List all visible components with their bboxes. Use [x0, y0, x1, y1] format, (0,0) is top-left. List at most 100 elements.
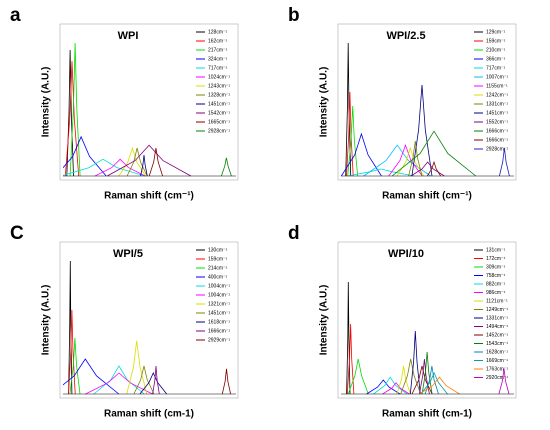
- legend-label: 1494cm⁻¹: [486, 324, 508, 330]
- legend-label: 1543cm⁻¹: [486, 341, 508, 347]
- legend-label: 882cm⁻¹: [486, 281, 506, 287]
- legend-label: 131cm⁻¹: [486, 247, 506, 253]
- panel-title: WPI/5: [113, 248, 143, 260]
- spectrum-line: [419, 376, 460, 395]
- spectrum-line: [396, 365, 411, 395]
- legend-label: 1451cm⁻¹: [208, 101, 230, 107]
- panel: C WPI/5 Intensity (A.U.) Raman shift (cm-1)…: [10, 223, 239, 420]
- x-axis-label: Raman shift (cm-1): [382, 409, 472, 420]
- x-axis-label: Raman shift (cm⁻¹): [104, 191, 194, 202]
- legend-label: 1331cm⁻¹: [486, 101, 508, 107]
- y-axis-label: Intensity (A.U.): [319, 285, 330, 356]
- legend-label: 172cm⁻¹: [486, 256, 506, 262]
- legend-label: 1007cm⁻¹: [486, 74, 508, 80]
- legend-label: 717cm⁻¹: [208, 65, 228, 71]
- spectrum-line: [396, 146, 425, 177]
- y-axis-label: Intensity (A.U.): [41, 67, 52, 138]
- panel: b WPI/2.5 Intensity (A.U.) Raman shift (cm⁻…: [288, 5, 517, 202]
- spectrum-line: [140, 154, 148, 177]
- spectrum-line: [424, 365, 439, 395]
- legend-label: 1121cm⁻¹: [486, 298, 508, 304]
- legend-label: 400cm⁻¹: [208, 274, 228, 280]
- legend-label: 1666cm⁻¹: [208, 328, 230, 334]
- panel-title: WPI/2.5: [386, 30, 425, 42]
- legend-label: 1155cm⁻¹: [486, 83, 508, 89]
- legend-label: 159cm⁻¹: [486, 38, 506, 44]
- spectrum-line: [94, 158, 146, 177]
- legend-label: 986cm⁻¹: [486, 290, 506, 296]
- legend-label: 2928cm⁻¹: [486, 146, 508, 152]
- panel-label: a: [10, 5, 21, 26]
- legend-label: 1004cm⁻¹: [208, 283, 230, 289]
- plot-frame: [59, 23, 239, 181]
- legend-label: 1618cm⁻¹: [208, 319, 230, 325]
- legend-label: 366cm⁻¹: [486, 56, 506, 62]
- legend-label: 1242cm⁻¹: [486, 92, 508, 98]
- legend-label: 1321cm⁻¹: [208, 301, 230, 307]
- spectrum-line: [107, 144, 192, 177]
- spectrum-line: [346, 323, 355, 395]
- spectrum-line: [400, 358, 422, 395]
- plot-area: [341, 42, 510, 177]
- spectrum-line: [148, 147, 163, 177]
- legend-label: 1249cm⁻¹: [486, 307, 508, 313]
- legend-label: 2928cm⁻¹: [208, 128, 230, 134]
- legend-label: 1452cm⁻¹: [486, 332, 508, 338]
- y-axis-label: Intensity (A.U.): [319, 67, 330, 138]
- legend-label: 1628cm⁻¹: [486, 349, 508, 355]
- legend-label: 758cm⁻¹: [486, 273, 506, 279]
- spectrum-line: [408, 140, 423, 177]
- legend-label: 1552cm⁻¹: [486, 119, 508, 125]
- spectrum-line: [363, 144, 431, 177]
- legend-label: 1328cm⁻¹: [208, 92, 230, 98]
- panel: d WPI/10 Intensity (A.U.) Raman shift (cm-1…: [288, 223, 517, 420]
- legend-label: 324cm⁻¹: [208, 56, 228, 62]
- plot-frame: [59, 241, 239, 399]
- legend-label: 1763cm⁻¹: [486, 366, 508, 372]
- spectrum-line: [411, 365, 433, 395]
- spectrum-line: [420, 372, 448, 395]
- legend-label: 1666cm⁻¹: [486, 128, 508, 134]
- spectrum-line: [126, 340, 148, 395]
- spectrum-line: [409, 330, 421, 395]
- panel-label: C: [10, 223, 24, 244]
- legend-label: 162cm⁻¹: [208, 38, 228, 44]
- spectrum-line: [411, 84, 433, 177]
- spectrum-line: [373, 376, 408, 395]
- legend-label: 159cm⁻¹: [208, 256, 228, 262]
- spectrum-line: [498, 368, 510, 395]
- spectrum-line: [68, 309, 76, 395]
- x-axis-label: Raman shift (cm⁻¹): [382, 191, 472, 202]
- spectrum-line: [347, 358, 369, 395]
- spectrum-line: [64, 61, 80, 177]
- spectrum-line: [93, 365, 145, 395]
- legend-label: 1024cm⁻¹: [208, 74, 230, 80]
- panel-title: WPI: [118, 30, 139, 42]
- spectrum-line: [347, 168, 415, 177]
- spectrum-line: [133, 365, 155, 395]
- panel: a WPI Intensity (A.U.) Raman shift (cm⁻¹) 12…: [10, 5, 239, 202]
- spectrum-line: [221, 368, 231, 395]
- legend-label: 129cm⁻¹: [486, 29, 506, 35]
- plot-area: [63, 42, 232, 177]
- spectrum-line: [341, 132, 382, 177]
- panel-label: b: [288, 5, 300, 26]
- spectrum-line: [366, 379, 401, 395]
- spectrum-line: [410, 161, 445, 177]
- legend-label: 1542cm⁻¹: [208, 110, 230, 116]
- x-axis-label: Raman shift (cm-1): [104, 409, 194, 420]
- y-axis-label: Intensity (A.U.): [41, 285, 52, 356]
- legend-label: 214cm⁻¹: [208, 265, 228, 271]
- legend-label: 1004cm⁻¹: [208, 292, 230, 298]
- legend-label: 1665cm⁻¹: [208, 119, 230, 125]
- spectrum-line: [63, 158, 146, 177]
- legend-label: 1243cm⁻¹: [208, 83, 230, 89]
- legend-label: 130cm⁻¹: [208, 247, 228, 253]
- spectrum-line: [63, 135, 107, 177]
- spectrum-line: [345, 42, 352, 177]
- spectrum-line: [426, 160, 442, 177]
- spectrum-line: [391, 130, 477, 177]
- legend-label: 1669cm⁻¹: [486, 358, 508, 364]
- spectrum-line: [382, 382, 410, 395]
